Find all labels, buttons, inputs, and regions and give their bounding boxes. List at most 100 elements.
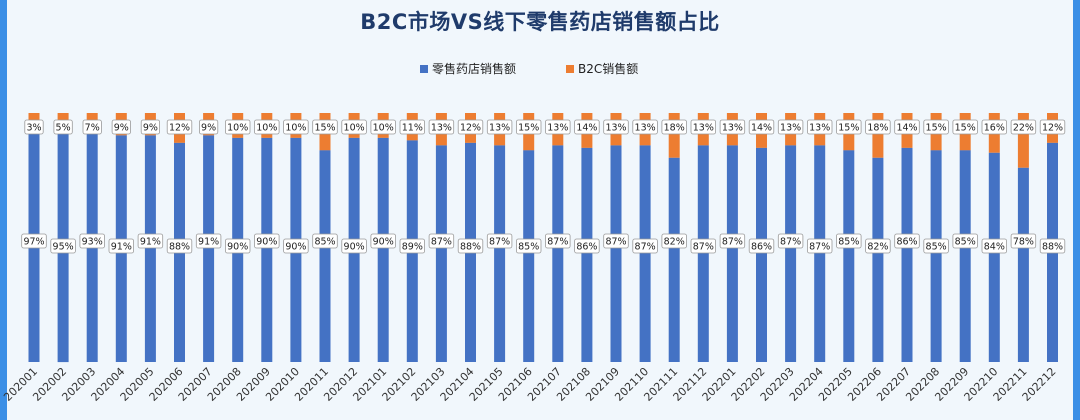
data-label-b2c-202107-box xyxy=(545,119,571,135)
data-label-retail-202212-box xyxy=(1039,238,1066,254)
data-label-retail-202201: 87% xyxy=(722,237,743,248)
bar-retail-202105 xyxy=(494,145,506,362)
data-label-b2c-202006-box xyxy=(166,119,193,135)
data-label-retail-202004-box xyxy=(108,238,135,254)
legend: 零售药店销售额 B2C销售额 xyxy=(0,60,1080,80)
data-label-b2c-202211-box xyxy=(1010,119,1037,135)
data-label-retail-202002: 95% xyxy=(53,242,74,253)
data-label-retail-202203-box xyxy=(777,233,804,249)
data-label-b2c-202004-box xyxy=(111,119,131,135)
data-label-b2c-202108-box xyxy=(574,119,600,135)
data-label-b2c-202007-box xyxy=(198,119,219,135)
data-label-retail-202111: 82% xyxy=(664,237,685,248)
bar-retail-202205 xyxy=(843,150,855,362)
data-label-retail-202007: 91% xyxy=(198,237,219,248)
data-label-b2c-202008: 10% xyxy=(227,123,248,134)
data-label-b2c-202202-box xyxy=(748,119,775,135)
data-label-retail-202105-box xyxy=(486,233,513,249)
data-label-retail-202110-box xyxy=(632,238,658,254)
bar-retail-202207 xyxy=(901,147,913,362)
data-label-b2c-202107: 13% xyxy=(547,123,568,134)
data-label-retail-202212: 88% xyxy=(1042,242,1063,253)
data-label-retail-202205: 85% xyxy=(838,237,859,248)
data-label-b2c-202206-box xyxy=(865,119,891,135)
legend-item-retail: 零售药店销售额 xyxy=(420,60,516,77)
data-label-b2c-202003: 7% xyxy=(85,123,100,134)
data-label-b2c-202102: 11% xyxy=(402,123,423,134)
data-label-b2c-202005-box xyxy=(140,119,160,135)
data-label-b2c-202206: 18% xyxy=(867,123,888,134)
data-label-retail-202001: 97% xyxy=(23,237,44,248)
data-label-retail-202008: 90% xyxy=(227,242,248,253)
data-label-b2c-202005: 9% xyxy=(143,123,158,134)
bar-retail-202111 xyxy=(668,157,680,362)
bar-retail-202101 xyxy=(377,137,389,362)
data-label-b2c-202003-box xyxy=(82,119,102,135)
bar-retail-202201 xyxy=(726,145,738,362)
data-label-retail-202101: 90% xyxy=(373,237,394,248)
data-label-b2c-202001-box xyxy=(24,119,44,135)
data-label-retail-202203: 87% xyxy=(780,237,801,248)
data-label-retail-202210: 84% xyxy=(984,242,1005,253)
data-label-b2c-202110: 13% xyxy=(635,123,656,134)
bar-retail-202110 xyxy=(639,145,651,362)
data-label-b2c-202105: 13% xyxy=(489,123,510,134)
data-label-b2c-202111: 18% xyxy=(664,123,685,134)
data-label-b2c-202109: 13% xyxy=(605,123,626,134)
bar-retail-202009 xyxy=(261,137,273,362)
data-label-b2c-202008-box xyxy=(224,119,251,135)
data-label-retail-202011-box xyxy=(312,233,338,249)
data-label-b2c-202009-box xyxy=(254,119,280,135)
bar-retail-202208 xyxy=(930,150,942,362)
data-label-b2c-202104-box xyxy=(457,119,484,135)
bar-retail-202112 xyxy=(697,145,709,362)
data-label-b2c-202101-box xyxy=(370,119,396,135)
bar-retail-202005 xyxy=(144,135,156,362)
data-label-retail-202103-box xyxy=(428,233,455,249)
data-label-retail-202006: 88% xyxy=(169,242,190,253)
data-label-retail-202206-box xyxy=(865,238,891,254)
data-label-retail-202003: 93% xyxy=(82,237,103,248)
data-label-retail-202105: 87% xyxy=(489,237,510,248)
data-label-retail-202211-box xyxy=(1010,233,1037,249)
data-label-b2c-202103-box xyxy=(428,119,455,135)
data-label-b2c-202202: 14% xyxy=(751,123,772,134)
chart-title: B2C市场VS线下零售药店销售额占比 xyxy=(360,10,720,34)
bar-retail-202211 xyxy=(1017,167,1029,362)
bar-retail-202206 xyxy=(872,157,884,362)
data-label-retail-202004: 91% xyxy=(111,242,132,253)
data-label-b2c-202201-box xyxy=(719,119,746,135)
data-label-b2c-202102-box xyxy=(399,119,426,135)
data-label-retail-202010-box xyxy=(283,238,309,254)
data-label-retail-202109-box xyxy=(603,233,629,249)
data-label-retail-202009-box xyxy=(254,233,280,249)
data-label-retail-202204-box xyxy=(807,238,833,254)
data-label-retail-202209: 85% xyxy=(955,237,976,248)
data-label-retail-202010: 90% xyxy=(285,242,306,253)
data-label-b2c-202109-box xyxy=(603,119,629,135)
data-label-b2c-202112-box xyxy=(690,119,717,135)
data-label-retail-202207-box xyxy=(894,233,920,249)
bar-retail-202209 xyxy=(959,150,971,362)
data-label-retail-202102-box xyxy=(399,238,426,254)
data-label-b2c-202001: 3% xyxy=(26,123,41,134)
data-label-b2c-202204-box xyxy=(807,119,833,135)
data-label-retail-202201-box xyxy=(719,233,746,249)
bar-retail-202109 xyxy=(610,145,622,362)
data-label-retail-202104-box xyxy=(457,238,484,254)
bar-retail-202107 xyxy=(552,145,564,362)
data-label-retail-202110: 87% xyxy=(635,242,656,253)
data-label-b2c-202108: 14% xyxy=(576,123,597,134)
data-label-retail-202208: 85% xyxy=(926,242,947,253)
data-label-retail-202108: 86% xyxy=(576,242,597,253)
data-label-b2c-202010-box xyxy=(283,119,309,135)
bar-retail-202007 xyxy=(203,135,215,362)
data-label-retail-202002-box xyxy=(50,238,76,254)
data-label-retail-202202-box xyxy=(748,238,775,254)
bar-retail-202011 xyxy=(319,150,331,362)
data-label-b2c-202209-box xyxy=(952,119,978,135)
data-label-b2c-202002: 5% xyxy=(56,123,71,134)
bar-retail-202210 xyxy=(988,152,1000,362)
data-label-retail-202007-box xyxy=(195,233,222,249)
bar-b2c-202001 xyxy=(28,113,40,121)
